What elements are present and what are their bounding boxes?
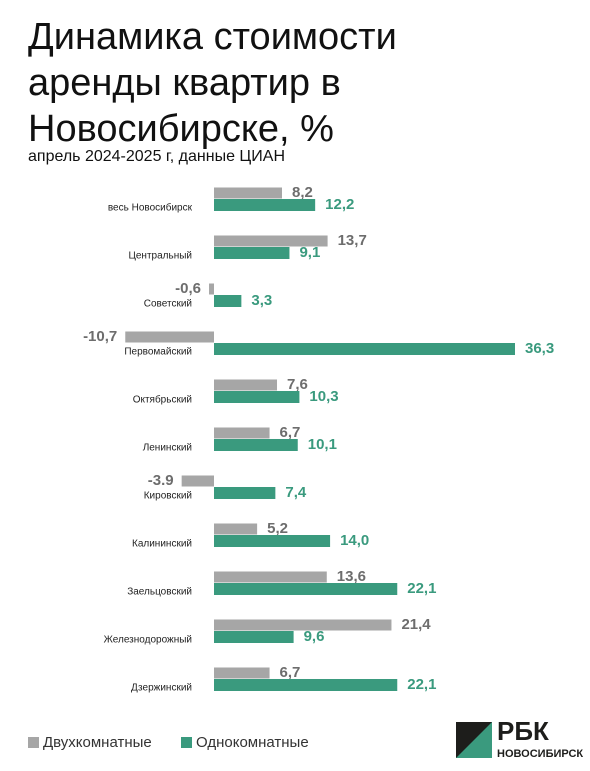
value-label: 3,3 [251, 292, 272, 309]
value-label: 5,2 [267, 520, 288, 537]
bar [214, 679, 398, 691]
category-label: Дзержинский [131, 683, 192, 694]
logo: РБК НОВОСИБИРСК [456, 716, 583, 760]
value-label: -0,6 [175, 280, 201, 297]
bar [181, 475, 214, 487]
bar [214, 571, 327, 583]
value-label: 21,4 [401, 616, 431, 633]
bar [214, 343, 515, 355]
value-label: 14,0 [340, 532, 369, 549]
value-label: -10,7 [83, 328, 117, 345]
legend-swatch [28, 737, 39, 748]
bar [214, 667, 270, 679]
value-label: 10,3 [309, 388, 338, 405]
category-label: Первомайский [124, 347, 192, 358]
category-label: Ленинский [143, 443, 192, 454]
bar [214, 583, 398, 595]
value-label: 6,7 [280, 664, 301, 681]
bar [214, 379, 278, 391]
logo-triangle [456, 722, 492, 758]
value-label: 8,2 [292, 184, 313, 201]
legend-label: Однокомнатные [196, 734, 309, 751]
category-label: Советский [144, 299, 192, 310]
value-label: -3.9 [148, 472, 174, 489]
value-label: 22,1 [407, 676, 436, 693]
category-label: Железнодорожный [104, 635, 192, 646]
bar [214, 427, 270, 439]
bar [214, 235, 328, 247]
bar [209, 283, 214, 295]
legend-swatch [181, 737, 192, 748]
value-label: 22,1 [407, 580, 436, 597]
bar [214, 295, 242, 307]
value-label: 6,7 [280, 424, 301, 441]
category-label: Заельцовский [127, 587, 192, 598]
chart-title: Динамика стоимости аренды квартир в Ново… [28, 16, 397, 150]
value-label: 9,1 [299, 244, 320, 261]
bar [214, 247, 290, 259]
legend-label: Двухкомнатные [43, 734, 152, 751]
bar [214, 487, 276, 499]
value-label: 12,2 [325, 196, 354, 213]
category-label: весь Новосибирск [108, 202, 193, 214]
logo-brand: РБК [497, 716, 549, 746]
category-label: Центральный [128, 251, 192, 262]
category-label: Калининский [132, 539, 192, 550]
bar [214, 439, 298, 451]
value-label: 13,6 [337, 568, 366, 585]
value-label: 7,4 [285, 484, 307, 501]
value-label: 13,7 [338, 232, 367, 249]
bar [214, 199, 316, 211]
value-label: 36,3 [525, 340, 554, 357]
bar [214, 391, 300, 403]
value-label: 9,6 [304, 628, 325, 645]
category-label: Кировский [144, 491, 192, 502]
bar [214, 619, 392, 631]
logo-region: НОВОСИБИРСК [497, 748, 583, 760]
value-label: 7,6 [287, 376, 308, 393]
bar [125, 331, 214, 343]
bar [214, 631, 294, 643]
category-label: Октябрьский [133, 394, 192, 406]
bar [214, 523, 258, 535]
value-label: 10,1 [308, 436, 337, 453]
bar [214, 535, 331, 547]
bar [214, 187, 282, 199]
chart-subtitle: апрель 2024-2025 г, данные ЦИАН [28, 148, 285, 165]
